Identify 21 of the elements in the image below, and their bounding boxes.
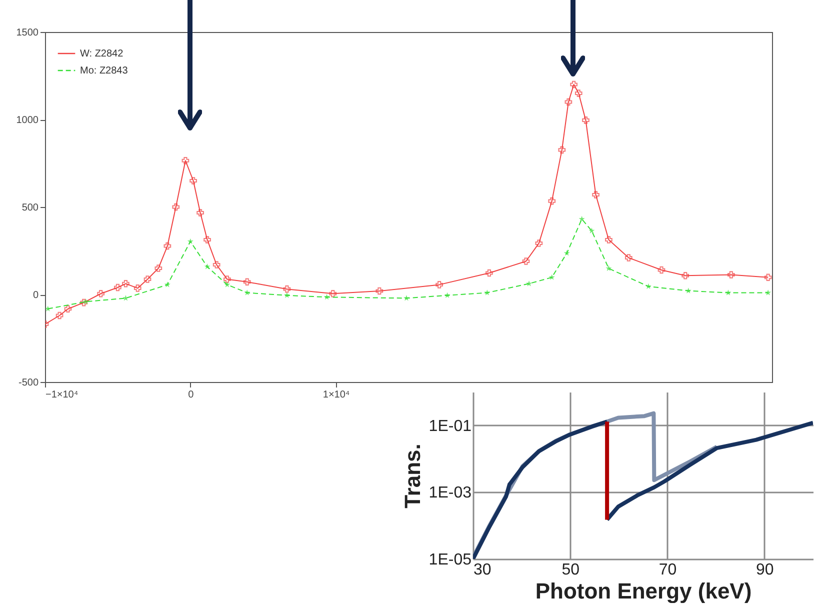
x-tick-label: 70 (658, 562, 677, 578)
y-tick-label: -500 (18, 378, 39, 388)
line-series (605, 420, 813, 522)
x-tick-label: 30 (474, 562, 492, 578)
y-tick-label: 1E-01 (428, 418, 472, 435)
x-tick-label: 1×10⁴ (322, 390, 350, 400)
line-series (473, 420, 610, 559)
x-tick-label: 0 (188, 390, 194, 400)
y-tick-label: 1E-03 (428, 484, 472, 502)
legend-label: Mo: Z2843 (80, 66, 128, 76)
y-tick-label: 500 (22, 202, 39, 214)
y-axis-title: Trans. (400, 444, 425, 508)
x-tick-label: 50 (562, 562, 580, 578)
x-tick-label: −1×10⁴ (46, 390, 78, 400)
legend-label: W: Z2842 (80, 48, 124, 60)
y-tick-label: 1E-05 (428, 552, 472, 568)
x-axis-title: Photon Energy (keV) (535, 578, 752, 604)
y-tick-label: 0 (32, 290, 39, 301)
y-tick-label: 1500 (16, 28, 39, 38)
y-tick-label: 1000 (16, 115, 39, 126)
x-tick-label: 90 (756, 562, 774, 578)
